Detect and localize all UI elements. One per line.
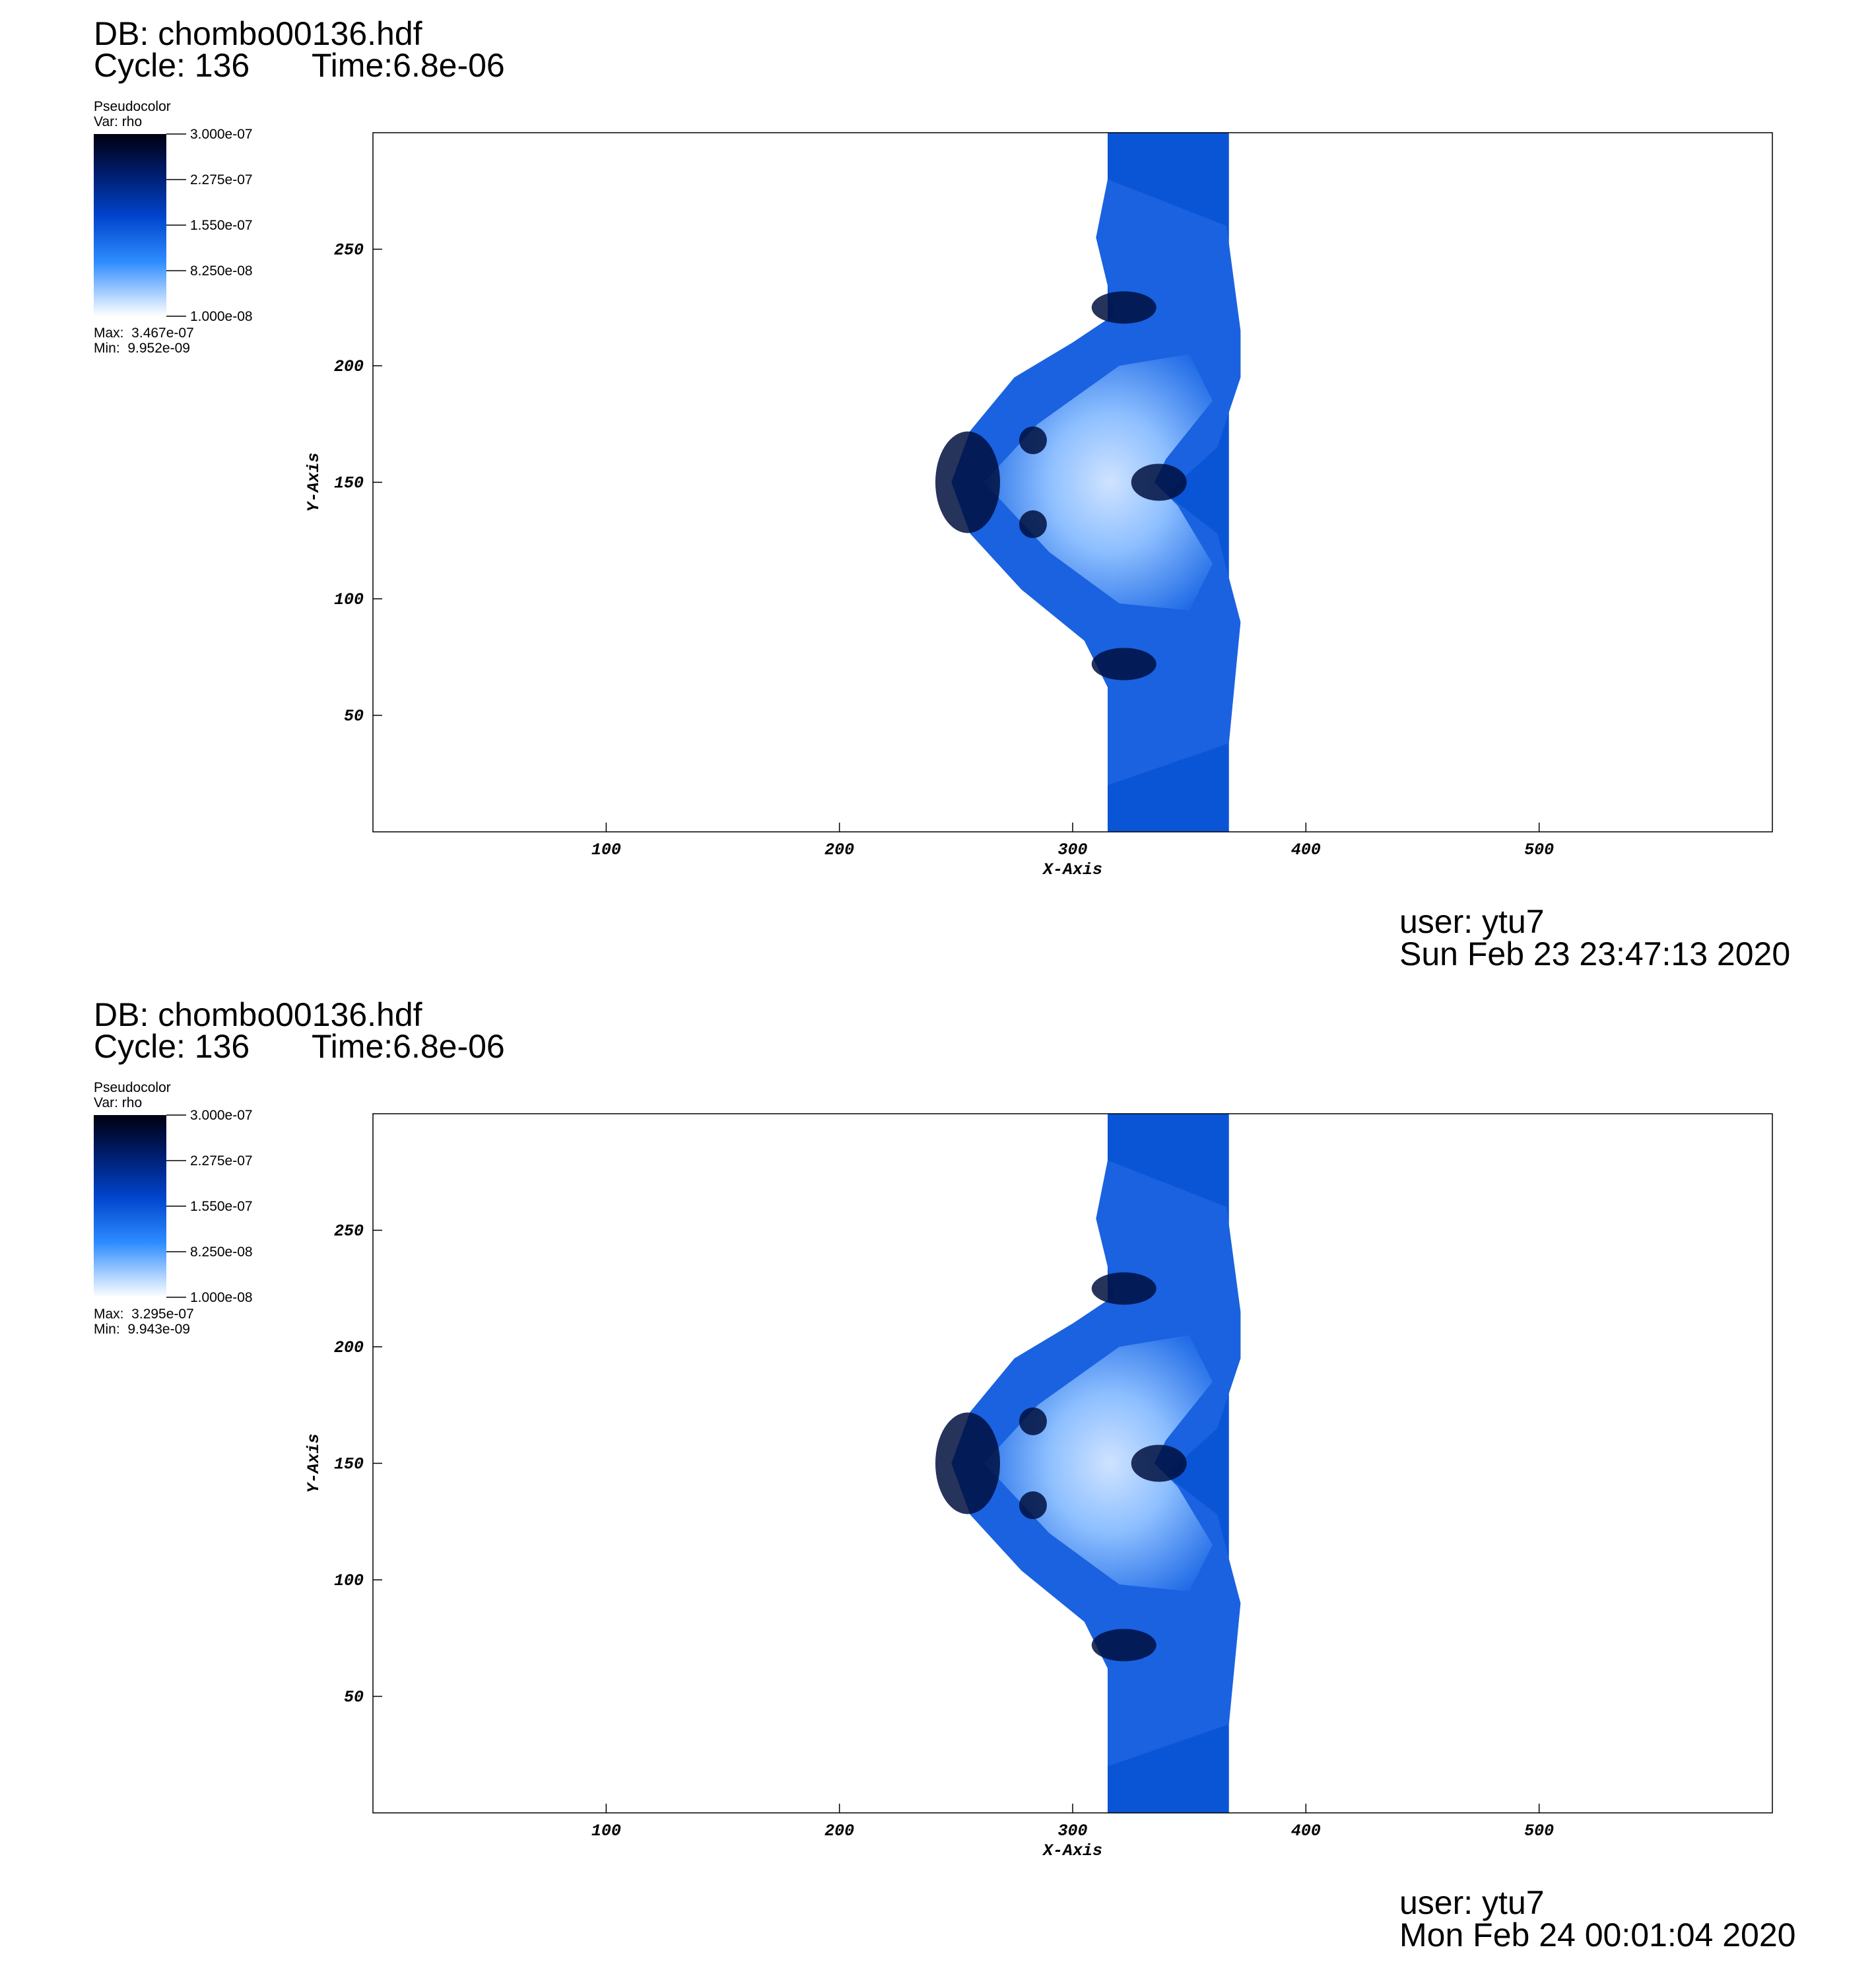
- colorbar-tick-label: 1.550e-07: [190, 218, 253, 233]
- y-tick-label: 250: [334, 241, 364, 260]
- time: Time:6.8e-06: [312, 1028, 505, 1065]
- db-title: DB: chombo00136.hdf: [94, 15, 422, 52]
- user: user: ytu7: [1399, 1884, 1545, 1921]
- min-label: Min: 9.952e-09: [94, 341, 190, 356]
- x-axis-label: X-Axis: [1042, 1841, 1102, 1860]
- colorbar-tick-label: 3.000e-07: [190, 127, 253, 142]
- dense-spot: [1091, 1272, 1156, 1305]
- x-tick-label: 300: [1057, 840, 1087, 860]
- x-tick-label: 500: [1524, 840, 1554, 860]
- legend-var: Var: rho: [94, 1095, 142, 1110]
- user: user: ytu7: [1399, 903, 1545, 940]
- y-tick-label: 50: [344, 1688, 364, 1707]
- min-label: Min: 9.943e-09: [94, 1322, 190, 1337]
- x-tick-label: 200: [824, 840, 854, 860]
- x-axis-label: X-Axis: [1042, 860, 1102, 879]
- x-tick-label: 100: [591, 840, 621, 860]
- colorbar-tick-label: 8.250e-08: [190, 263, 253, 279]
- dense-spot: [1131, 463, 1187, 501]
- dense-spot: [1091, 291, 1156, 324]
- y-tick-label: 200: [334, 1338, 364, 1357]
- dense-spot: [1019, 510, 1047, 539]
- dense-spot: [1019, 1407, 1047, 1435]
- colorbar-tick-label: 3.000e-07: [190, 1108, 253, 1123]
- density-field: [935, 133, 1241, 832]
- y-tick-label: 250: [334, 1222, 364, 1241]
- y-tick-label: 150: [334, 1455, 364, 1474]
- cycle: Cycle: 136: [94, 1028, 250, 1065]
- colorbar-tick-label: 1.000e-08: [190, 1290, 253, 1305]
- colorbar: [94, 134, 166, 316]
- dense-spot: [1091, 1629, 1156, 1662]
- legend-title: Pseudocolor: [94, 99, 171, 114]
- cycle: Cycle: 136: [94, 47, 250, 84]
- dense-spot: [935, 1412, 1000, 1514]
- dense-spot: [1019, 426, 1047, 454]
- blob-inner: [984, 354, 1213, 611]
- blob-inner: [984, 1335, 1213, 1592]
- legend-var: Var: rho: [94, 114, 142, 129]
- dense-spot: [1019, 1491, 1047, 1520]
- time: Time:6.8e-06: [312, 47, 505, 84]
- dense-spot: [1131, 1444, 1187, 1482]
- colorbar: [94, 1115, 166, 1297]
- density-field: [935, 1114, 1241, 1813]
- y-tick-label: 200: [334, 357, 364, 376]
- colorbar-tick-label: 2.275e-07: [190, 172, 253, 187]
- y-axis-label: Y-Axis: [304, 452, 323, 512]
- colorbar-tick-label: 2.275e-07: [190, 1153, 253, 1169]
- y-tick-label: 100: [334, 590, 364, 609]
- max-label: Max: 3.467e-07: [94, 325, 194, 341]
- colorbar-tick-label: 8.250e-08: [190, 1244, 253, 1260]
- x-tick-label: 500: [1524, 1821, 1554, 1841]
- x-tick-label: 400: [1291, 840, 1321, 860]
- colorbar-tick-label: 1.550e-07: [190, 1199, 253, 1214]
- y-tick-label: 50: [344, 707, 364, 726]
- colorbar-tick-label: 1.000e-08: [190, 309, 253, 324]
- date: Sun Feb 23 23:47:13 2020: [1399, 935, 1790, 972]
- dense-spot: [935, 431, 1000, 533]
- x-tick-label: 300: [1057, 1821, 1087, 1841]
- db-title: DB: chombo00136.hdf: [94, 996, 422, 1033]
- x-tick-label: 100: [591, 1821, 621, 1841]
- x-tick-label: 200: [824, 1821, 854, 1841]
- legend-title: Pseudocolor: [94, 1080, 171, 1095]
- y-tick-label: 100: [334, 1571, 364, 1590]
- max-label: Max: 3.295e-07: [94, 1307, 194, 1322]
- dense-spot: [1091, 648, 1156, 681]
- date: Mon Feb 24 00:01:04 2020: [1399, 1917, 1795, 1953]
- y-axis-label: Y-Axis: [304, 1433, 323, 1493]
- x-tick-label: 400: [1291, 1821, 1321, 1841]
- y-tick-label: 150: [334, 474, 364, 493]
